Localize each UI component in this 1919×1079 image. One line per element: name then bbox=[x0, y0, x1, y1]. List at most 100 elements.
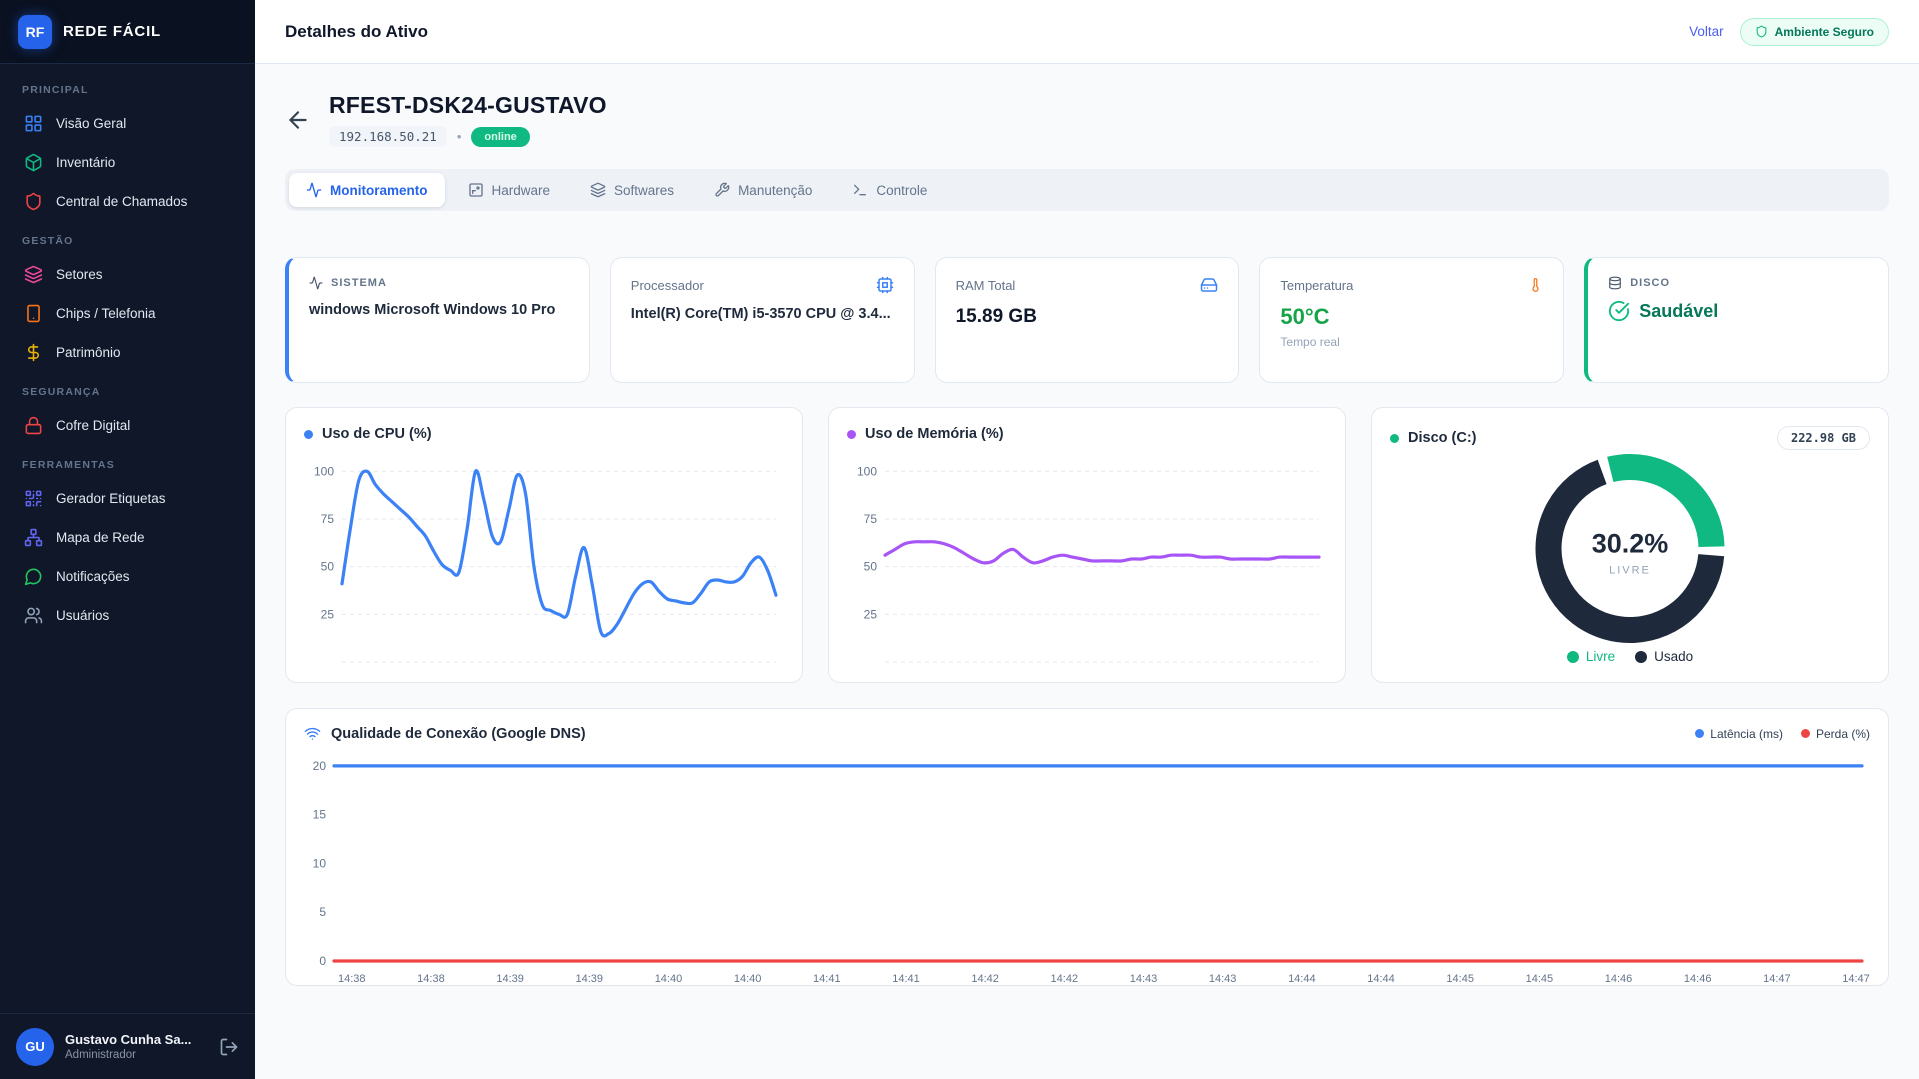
tab-bar: Monitoramento Hardware Softwares Manuten… bbox=[285, 169, 1889, 211]
svg-text:50: 50 bbox=[321, 560, 335, 574]
cpu-chart-title: Uso de CPU (%) bbox=[322, 426, 432, 442]
card-label: Processador bbox=[631, 278, 704, 293]
cpu-line-chart: 100755025 bbox=[304, 448, 784, 672]
sidebar-item-usuarios[interactable]: Usuários bbox=[14, 596, 241, 635]
perda-dot bbox=[1801, 729, 1810, 738]
x-axis-tick: 14:46 bbox=[1684, 973, 1712, 985]
cpu-icon bbox=[876, 276, 894, 294]
sidebar-item-notificacoes[interactable]: Notificações bbox=[14, 557, 241, 596]
sidebar-item-setores[interactable]: Setores bbox=[14, 255, 241, 294]
charts-row: Uso de CPU (%) 100755025 Uso de Memória … bbox=[285, 407, 1889, 683]
nav-section-principal: PRINCIPAL bbox=[22, 84, 233, 96]
back-arrow-icon[interactable] bbox=[285, 107, 311, 133]
tab-manutencao[interactable]: Manutenção bbox=[697, 173, 829, 207]
tab-controle[interactable]: Controle bbox=[835, 173, 944, 207]
sistema-value: windows Microsoft Windows 10 Pro bbox=[309, 302, 569, 318]
layers-icon bbox=[24, 265, 43, 284]
sidebar-item-label: Cofre Digital bbox=[56, 418, 130, 433]
svg-text:30.2%: 30.2% bbox=[1592, 529, 1669, 559]
tab-hardware[interactable]: Hardware bbox=[451, 173, 568, 207]
device-ip: 192.168.50.21 bbox=[329, 126, 447, 147]
brand: RF REDE FÁCIL bbox=[0, 0, 255, 64]
memory-legend-dot bbox=[847, 430, 856, 439]
circuit-board-icon bbox=[468, 182, 484, 198]
disk-total-badge: 222.98 GB bbox=[1777, 426, 1870, 450]
logout-icon[interactable] bbox=[219, 1037, 239, 1057]
livre-dot bbox=[1567, 651, 1579, 663]
x-axis-tick: 14:43 bbox=[1130, 973, 1158, 985]
x-axis-tick: 14:38 bbox=[338, 973, 366, 985]
lock-icon bbox=[24, 416, 43, 435]
nav-section-seguranca: SEGURANÇA bbox=[22, 386, 233, 398]
qr-code-icon bbox=[24, 489, 43, 508]
voltar-link[interactable]: Voltar bbox=[1689, 24, 1724, 39]
sidebar: RF REDE FÁCIL PRINCIPAL Visão Geral Inve… bbox=[0, 0, 255, 1079]
temperatura-value: 50°C bbox=[1280, 304, 1543, 330]
processador-value: Intel(R) Core(TM) i5-3570 CPU @ 3.4... bbox=[631, 306, 894, 322]
sidebar-item-mapa-de-rede[interactable]: Mapa de Rede bbox=[14, 518, 241, 557]
brand-logo: RF bbox=[18, 15, 52, 49]
card-processador: Processador Intel(R) Core(TM) i5-3570 CP… bbox=[610, 257, 915, 383]
svg-text:25: 25 bbox=[321, 607, 335, 621]
layers-icon bbox=[590, 182, 606, 198]
wrench-icon bbox=[714, 182, 730, 198]
main-area: Detalhes do Ativo Voltar Ambiente Seguro… bbox=[255, 0, 1919, 1079]
sidebar-item-gerador-etiquetas[interactable]: Gerador Etiquetas bbox=[14, 479, 241, 518]
sidebar-item-label: Visão Geral bbox=[56, 116, 126, 131]
svg-text:75: 75 bbox=[864, 512, 878, 526]
ram-value: 15.89 GB bbox=[956, 306, 1219, 328]
sidebar-item-label: Usuários bbox=[56, 608, 109, 623]
disk-chart-card: Disco (C:) 222.98 GB 30.2%LIVRE Livre Us… bbox=[1371, 407, 1889, 683]
sidebar-item-patrimonio[interactable]: Patrimônio bbox=[14, 333, 241, 372]
card-sistema: SISTEMA windows Microsoft Windows 10 Pro bbox=[285, 257, 590, 383]
dollar-icon bbox=[24, 343, 43, 362]
x-axis-tick: 14:44 bbox=[1288, 973, 1316, 985]
avatar: GU bbox=[16, 1028, 54, 1066]
sidebar-item-label: Notificações bbox=[56, 569, 130, 584]
connection-legend: Latência (ms) Perda (%) bbox=[1695, 727, 1870, 741]
activity-icon bbox=[306, 182, 322, 198]
x-axis-tick: 14:39 bbox=[576, 973, 604, 985]
secure-environment-badge: Ambiente Seguro bbox=[1740, 18, 1889, 46]
x-axis-tick: 14:41 bbox=[813, 973, 841, 985]
sidebar-item-inventario[interactable]: Inventário bbox=[14, 143, 241, 182]
x-axis-tick: 14:39 bbox=[496, 973, 524, 985]
disk-legend: Livre Usado bbox=[1390, 645, 1870, 672]
sidebar-item-label: Mapa de Rede bbox=[56, 530, 145, 545]
livre-label: Livre bbox=[1586, 649, 1615, 664]
status-badge: online bbox=[471, 127, 529, 147]
x-axis-tick: 14:42 bbox=[971, 973, 999, 985]
sidebar-item-visao-geral[interactable]: Visão Geral bbox=[14, 104, 241, 143]
info-cards: SISTEMA windows Microsoft Windows 10 Pro… bbox=[285, 257, 1889, 383]
sidebar-item-central-de-chamados[interactable]: Central de Chamados bbox=[14, 182, 241, 221]
x-axis-tick: 14:46 bbox=[1605, 973, 1633, 985]
content: RFEST-DSK24-GUSTAVO 192.168.50.21 • onli… bbox=[255, 64, 1919, 1079]
card-label: DISCO bbox=[1630, 277, 1670, 289]
sidebar-item-label: Chips / Telefonia bbox=[56, 306, 156, 321]
sidebar-user: GU Gustavo Cunha Sa... Administrador bbox=[0, 1013, 255, 1079]
nav-section-gestao: GESTÃO bbox=[22, 235, 233, 247]
network-icon bbox=[24, 528, 43, 547]
usado-label: Usado bbox=[1654, 649, 1693, 664]
dashboard-icon bbox=[24, 114, 43, 133]
device-header: RFEST-DSK24-GUSTAVO 192.168.50.21 • onli… bbox=[285, 92, 1889, 147]
sidebar-item-cofre-digital[interactable]: Cofre Digital bbox=[14, 406, 241, 445]
memory-chart-title: Uso de Memória (%) bbox=[865, 426, 1004, 442]
connection-x-axis-labels: 14:3814:3814:3914:3914:4014:4014:4114:41… bbox=[304, 973, 1870, 985]
x-axis-tick: 14:45 bbox=[1446, 973, 1474, 985]
page-title: Detalhes do Ativo bbox=[285, 22, 428, 42]
tab-softwares[interactable]: Softwares bbox=[573, 173, 691, 207]
x-axis-tick: 14:47 bbox=[1842, 973, 1870, 985]
nav-section-ferramentas: FERRAMENTAS bbox=[22, 459, 233, 471]
device-name: RFEST-DSK24-GUSTAVO bbox=[329, 92, 607, 119]
terminal-icon bbox=[852, 182, 868, 198]
x-axis-tick: 14:38 bbox=[417, 973, 445, 985]
sidebar-item-label: Setores bbox=[56, 267, 103, 282]
sidebar-item-chips-telefonia[interactable]: Chips / Telefonia bbox=[14, 294, 241, 333]
x-axis-tick: 14:43 bbox=[1209, 973, 1237, 985]
x-axis-tick: 14:45 bbox=[1526, 973, 1554, 985]
database-icon bbox=[1608, 276, 1622, 290]
sidebar-item-label: Central de Chamados bbox=[56, 194, 187, 209]
disk-legend-dot bbox=[1390, 434, 1399, 443]
tab-monitoramento[interactable]: Monitoramento bbox=[289, 173, 445, 207]
